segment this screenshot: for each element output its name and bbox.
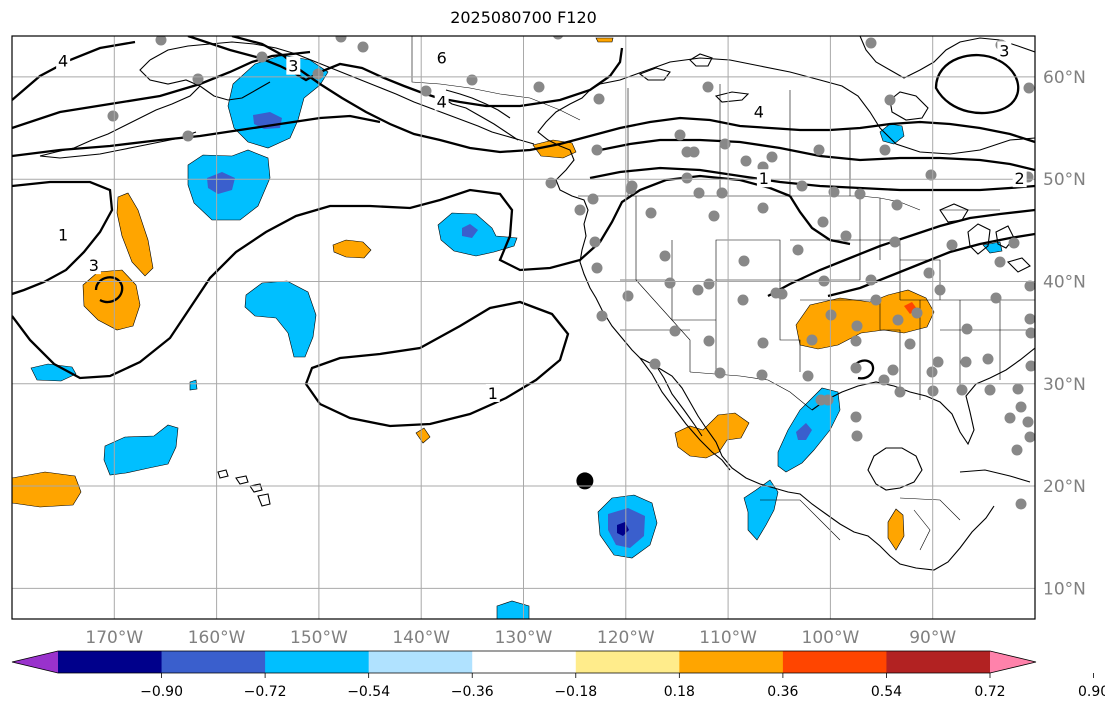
longitude-label: 120°W [597, 628, 655, 648]
contour-label-bg [997, 41, 1012, 60]
negative-anomaly-areas [30, 54, 1003, 619]
colorbar-segment [782, 651, 887, 673]
contour-label: 1 [759, 169, 769, 188]
longitude-label: 160°W [188, 628, 246, 648]
contour-labels: 4 3 6 4 4 3 1 2 1 1 3 [56, 41, 1027, 403]
latitude-label: 50°N [1043, 170, 1086, 190]
colorbar-segment [575, 651, 680, 673]
colorbar [11, 650, 1037, 674]
contour-label: 3 [288, 57, 298, 76]
colorbar-segment [472, 651, 577, 673]
contour-label-bg [434, 92, 449, 111]
longitude-label: 170°W [85, 628, 143, 648]
contour-label-bg [751, 102, 766, 121]
latitude-label: 10°N [1043, 579, 1086, 599]
contour-label: 2 [1015, 169, 1025, 188]
coastlines [39, 36, 1035, 571]
map-title: 2025080700 F120 [450, 8, 597, 27]
contour-label-bg [434, 48, 449, 67]
contour-label-bg [485, 383, 500, 402]
colorbar-tick-label: 0.36 [767, 684, 798, 700]
contour-label: 1 [58, 225, 68, 244]
contour-label: 4 [58, 52, 68, 71]
colorbar-tick-label: −0.90 [140, 684, 183, 700]
longitude-label: 100°W [802, 628, 860, 648]
contour-lines [12, 36, 1035, 428]
longitude-label: 130°W [495, 628, 553, 648]
colorbar-extend-high [990, 651, 1036, 673]
latitude-label: 20°N [1043, 477, 1086, 497]
colorbar-tick-label: 0.90 [1078, 684, 1105, 700]
colorbar-tick-label: 0.18 [664, 684, 695, 700]
map-frame [11, 35, 1036, 620]
colorbar-outline [11, 650, 1037, 674]
colorbar-segment [58, 651, 163, 673]
colorbar-segment [265, 651, 370, 673]
longitude-label: 110°W [699, 628, 757, 648]
contour-label-bg [286, 56, 301, 75]
contour-label: 3 [89, 256, 99, 275]
colorbar-tick-labels: −0.90 −0.72 −0.54 −0.36 −0.18 0.18 0.36 0.54 0.7… [140, 673, 1105, 700]
colorbar-tick-label: 0.72 [974, 684, 1005, 700]
contour-label-bg [56, 51, 71, 70]
colorbar-tick-label: −0.72 [244, 684, 287, 700]
contour-label: 3 [999, 41, 1009, 60]
contour-label: 1 [488, 384, 498, 403]
contour-label-bg [1012, 169, 1027, 188]
graticule [12, 36, 1035, 619]
contour-label-bg [56, 225, 71, 244]
colorbar-segment [886, 651, 991, 673]
longitude-label: 140°W [392, 628, 450, 648]
colorbar-tick-label: −0.36 [451, 684, 494, 700]
longitude-label: 150°W [290, 628, 348, 648]
colorbar-segment [161, 651, 266, 673]
political-borders [411, 36, 1035, 551]
latitude-labels: 10°N 20°N 30°N 40°N 50°N 60°N [1043, 68, 1086, 599]
longitude-label: 90°W [909, 628, 956, 648]
storm-center-marker [576, 472, 594, 490]
contour-label-bg [86, 256, 101, 275]
latitude-label: 30°N [1043, 375, 1086, 395]
colorbar-segment [679, 651, 784, 673]
colorbar-tick-label: −0.18 [554, 684, 597, 700]
colorbar-tick-label: −0.54 [347, 684, 390, 700]
colorbar-segment [368, 651, 473, 673]
contour-label: 6 [437, 49, 447, 68]
contour-label: 4 [437, 92, 447, 111]
longitude-labels: 170°W 160°W 150°W 140°W 130°W 120°W 110°W 100°W… [85, 628, 956, 648]
contour-label-bg [756, 169, 771, 188]
contour-label: 4 [754, 103, 764, 122]
latitude-label: 60°N [1043, 68, 1086, 88]
colorbar-extend-low [12, 651, 58, 673]
latitude-label: 40°N [1043, 272, 1086, 292]
colorbar-tick-label: 0.54 [871, 684, 902, 700]
